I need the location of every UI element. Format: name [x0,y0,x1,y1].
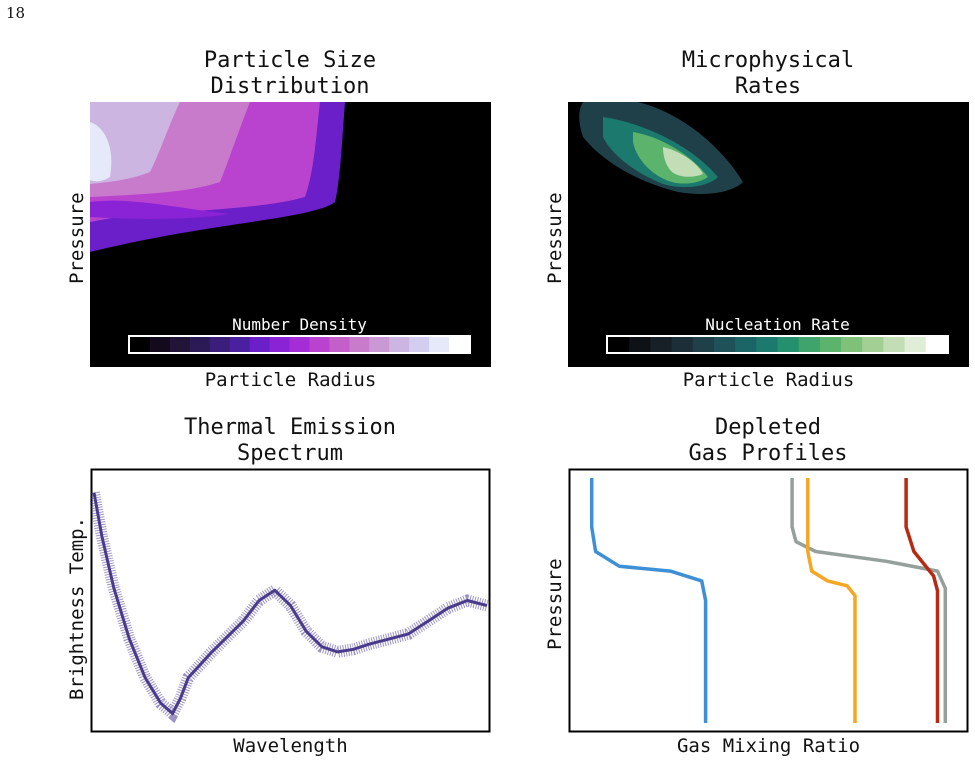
rates-colorbar-cell [798,337,821,352]
psd-colorbar-cell [149,337,171,352]
psd-colorbar-cell [130,337,151,352]
psd-colorbar-cell [409,337,430,352]
psd-colorbar-cell [169,337,191,352]
rates-colorbar-cell [904,337,927,352]
psd-colorbar-cell [209,337,231,352]
spectrum-xlabel: Wavelength [233,735,348,757]
psd-colorbar-cell [389,337,410,352]
gas-plot [568,468,969,733]
spectrum-plot [90,468,491,733]
rates-colorbar-cell [608,337,630,352]
psd-heatmap [90,102,491,367]
psd-colorbar-cell [449,337,470,352]
rates-colorbar-cell [671,337,694,352]
spectrum-series-noise [90,491,489,724]
gas-frame [568,468,969,733]
psd-colorbar-cell [369,337,390,352]
gas-title: Depleted Gas Profiles [688,415,848,466]
gas-xlabel: Gas Mixing Ratio [676,735,861,757]
rates-colorbar-cell [756,337,778,352]
psd-colorbar-cell [269,337,291,352]
rates-colorbar-cell [713,337,736,352]
gas-series-line [589,478,708,723]
rates-colorbar-cell [735,337,757,352]
rates-heatmap [568,102,969,367]
spectrum-ylabel: Brightness Temp. [66,516,88,700]
rates-colorbar-cell [925,337,948,352]
rates-title: Microphysical Rates [681,48,855,99]
psd-colorbar-cell [349,337,370,352]
gas-series-line [904,478,940,723]
psd-colorbar-cell [229,337,251,352]
psd-colorbar-cell [289,337,310,352]
rates-colorbar-cell [862,337,884,352]
psd-colorbar-cell [189,337,211,352]
rates-colorbar-cell [777,337,800,352]
gas-series-line [806,478,857,723]
psd-colorbar-cell [309,337,330,352]
psd-ylabel: Pressure [66,192,88,284]
psd-colorbar-cell [329,337,350,352]
spectrum-title: Thermal Emission Spectrum [184,415,396,466]
gas-series-line [790,478,948,723]
rates-xlabel: Particle Radius [682,369,855,391]
rates-colorbar-cell [650,337,673,352]
psd-band [90,200,230,219]
psd-contour-light [90,102,180,184]
rates-colorbar-label: Nucleation Rate [705,315,850,334]
rates-contour-core [663,147,703,177]
rates-colorbar-cell [692,337,715,352]
page-number: 18 [6,4,26,22]
rates-colorbar-cell [629,337,651,352]
psd-colorbar-label: Number Density [232,315,367,334]
rates-ylabel: Pressure [544,192,566,284]
psd-title: Particle Size Distribution [203,48,377,99]
psd-contour-peak [90,122,112,182]
psd-xlabel: Particle Radius [204,369,377,391]
gas-ylabel: Pressure [544,558,566,650]
psd-colorbar-cell [429,337,450,352]
rates-colorbar-cell [819,337,842,352]
rates-colorbar-cell [883,337,906,352]
psd-colorbar-cell [249,337,271,352]
rates-colorbar-cell [841,337,863,352]
